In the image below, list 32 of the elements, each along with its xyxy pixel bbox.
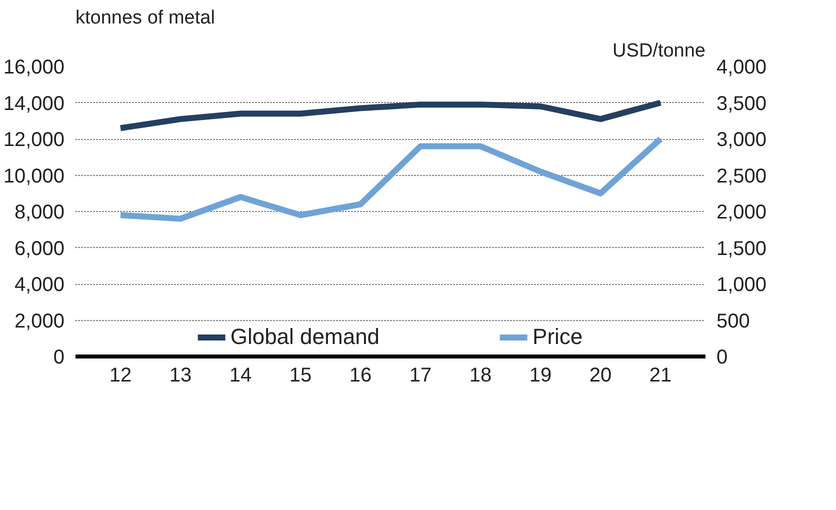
x-tick-label: 15 <box>289 364 312 386</box>
y-tick-label: 2,000 <box>14 310 65 332</box>
x-tick-label: 21 <box>649 364 672 386</box>
x-tick-label: 14 <box>229 364 252 386</box>
y-axis-title: ktonnes of metal <box>76 8 215 28</box>
y-tick-label: 16,000 <box>3 56 64 78</box>
y2-tick-label: 2,000 <box>716 202 767 224</box>
y-tick-label: 10,000 <box>3 165 64 188</box>
x-tick-label: 16 <box>349 364 372 386</box>
x-tick-label: 13 <box>169 364 192 386</box>
x-tick-label: 19 <box>529 364 552 386</box>
y2-tick-label: 1,500 <box>716 238 767 260</box>
y-tick-label: 14,000 <box>3 92 64 115</box>
x-tick-label: 18 <box>469 364 492 386</box>
legend-label: Global demand <box>230 324 380 350</box>
x-tick-label: 12 <box>109 364 132 386</box>
y2-tick-label: 500 <box>716 310 750 332</box>
y-tick-label: 12,000 <box>3 129 64 151</box>
legend-label: Price <box>532 324 583 350</box>
y-tick-label: 8,000 <box>14 202 65 224</box>
x-tick-label: 17 <box>409 364 432 386</box>
x-tick-label: 20 <box>589 364 612 386</box>
y2-tick-label: 4,000 <box>716 56 767 78</box>
y2-tick-label: 3,500 <box>716 92 767 115</box>
y2-tick-label: 2,500 <box>716 165 767 188</box>
y2-tick-label: 0 <box>716 346 728 368</box>
y-tick-label: 6,000 <box>14 238 65 260</box>
y2-tick-label: 1,000 <box>716 274 767 296</box>
y2-axis-title: USD/tonne <box>612 40 706 62</box>
y-tick-label: 0 <box>53 346 64 368</box>
y-tick-label: 4,000 <box>14 274 65 296</box>
y2-tick-label: 3,000 <box>716 129 767 151</box>
